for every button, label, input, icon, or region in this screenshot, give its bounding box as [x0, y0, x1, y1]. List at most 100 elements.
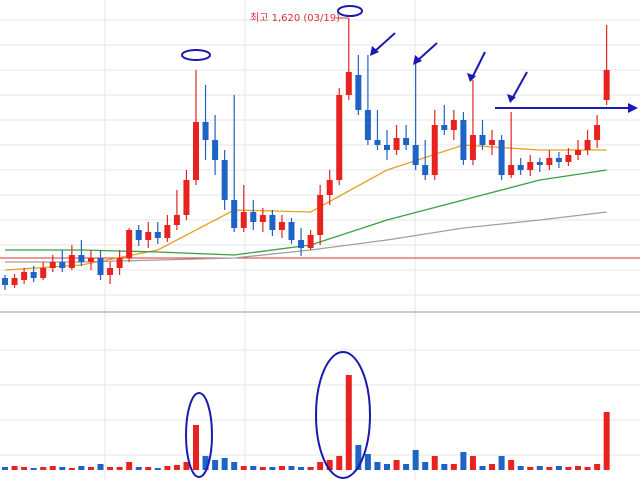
- candle-body: [460, 120, 467, 160]
- volume-bar: [288, 466, 295, 470]
- arrow-heads: [370, 46, 638, 113]
- candle-body: [384, 145, 390, 150]
- candle-body: [555, 158, 562, 162]
- candle-body: [603, 70, 610, 100]
- candle-body: [422, 165, 429, 175]
- arrow-head: [628, 103, 638, 113]
- candle-body: [193, 122, 199, 180]
- volume-bar: [231, 462, 238, 470]
- volume-bar: [212, 460, 219, 470]
- volume-bar: [384, 464, 390, 470]
- volume-bar: [575, 466, 581, 470]
- candle-body: [126, 230, 133, 258]
- volume-bar: [374, 462, 381, 470]
- annotations: [181, 5, 632, 479]
- volume-bar: [87, 467, 94, 470]
- candle-body: [154, 232, 161, 238]
- volume-bar: [30, 468, 37, 470]
- candle-body: [441, 125, 448, 130]
- volume-bar: [489, 464, 496, 470]
- volume-bar: [536, 466, 543, 470]
- candle-body: [202, 122, 209, 140]
- volume-bar: [355, 445, 362, 470]
- volume-bar: [508, 460, 515, 470]
- candle-body: [565, 155, 572, 162]
- candle-body: [107, 268, 114, 275]
- plot: [0, 18, 640, 470]
- candle-body: [288, 222, 295, 240]
- candle-body: [546, 158, 553, 165]
- volume-bar: [517, 466, 524, 470]
- candle-body: [364, 110, 371, 140]
- candle-body: [259, 215, 266, 222]
- volume-bar: [278, 466, 285, 470]
- volume-bar: [498, 456, 505, 470]
- volume-bar: [431, 456, 438, 470]
- volume-bar: [164, 466, 171, 470]
- candle-body: [97, 258, 104, 275]
- candle-body: [450, 120, 457, 130]
- volume-bar: [240, 466, 247, 470]
- candle-body: [479, 135, 486, 145]
- arrow: [471, 51, 486, 79]
- candle-body: [536, 162, 543, 165]
- volume-bar: [135, 467, 142, 470]
- candle-body: [212, 140, 219, 160]
- volume-bar: [259, 467, 266, 470]
- volume-bar: [594, 464, 601, 470]
- volume-bar: [193, 425, 199, 470]
- arrow: [373, 32, 396, 53]
- candle-body: [508, 165, 515, 175]
- candle-body: [183, 180, 190, 215]
- volume-bar: [307, 467, 314, 470]
- highlight-ellipse: [315, 351, 371, 479]
- volume-bar: [527, 467, 534, 470]
- candle-body: [116, 258, 123, 268]
- candle-body: [575, 150, 581, 155]
- candle-body: [2, 278, 8, 285]
- volume-bar: [97, 464, 104, 470]
- candle-body: [164, 225, 171, 238]
- arrow: [511, 71, 528, 100]
- volume-bar: [173, 465, 180, 470]
- volume-bar: [68, 468, 75, 470]
- candle-body: [30, 272, 37, 278]
- arrow-head: [370, 46, 379, 56]
- candle-body: [326, 180, 333, 195]
- volume-bar: [412, 450, 419, 470]
- candle-body: [11, 278, 18, 285]
- volume-bar: [145, 467, 152, 470]
- candle-body: [336, 95, 343, 180]
- candle-body: [469, 135, 476, 160]
- volume-bar: [336, 456, 343, 470]
- volume-bar: [269, 467, 276, 470]
- candle-body: [221, 160, 228, 200]
- volume-bar: [460, 452, 467, 470]
- volume-bar: [555, 466, 562, 470]
- candle-body: [594, 125, 601, 140]
- volume-bar: [116, 467, 123, 470]
- candle-body: [49, 262, 56, 268]
- volume-bar: [450, 464, 457, 470]
- candle-body: [78, 255, 85, 262]
- candle-body: [355, 75, 362, 110]
- candle-body: [40, 268, 47, 278]
- volume-bar: [603, 412, 610, 470]
- candle-body: [278, 222, 285, 230]
- candle-body: [374, 140, 381, 145]
- highlight-ellipse: [185, 392, 213, 478]
- arrow-head: [467, 73, 476, 82]
- candle-body: [231, 200, 238, 228]
- candle-body: [489, 140, 496, 145]
- highlight-ellipse: [337, 5, 363, 17]
- candle-body: [498, 140, 505, 175]
- candle-body: [298, 240, 305, 248]
- volume-bar: [403, 464, 410, 470]
- volume-bar: [154, 468, 161, 470]
- high-label: 최고 1,620 (03/19): [250, 12, 340, 24]
- volume-bar: [584, 467, 591, 470]
- highlight-ellipse: [181, 49, 211, 61]
- candle-body: [517, 165, 524, 170]
- volume-bar: [364, 454, 371, 470]
- volume-bar: [11, 466, 18, 470]
